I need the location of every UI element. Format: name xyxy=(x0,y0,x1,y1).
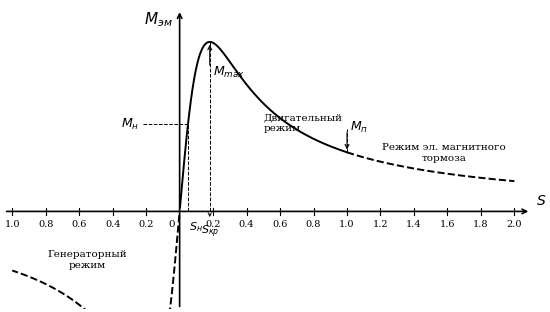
Text: Генераторный
режим: Генераторный режим xyxy=(48,250,128,271)
Text: 2.0: 2.0 xyxy=(507,220,522,229)
Text: 1.0: 1.0 xyxy=(339,220,355,229)
Text: 1.8: 1.8 xyxy=(473,220,489,229)
Text: $S_{н}$: $S_{н}$ xyxy=(189,220,203,234)
Text: 0.8: 0.8 xyxy=(306,220,321,229)
Text: $M_{эм}$: $M_{эм}$ xyxy=(144,11,173,29)
Text: 0.4: 0.4 xyxy=(105,220,120,229)
Text: Двигательный
режим: Двигательный режим xyxy=(263,113,342,134)
Text: 0.2: 0.2 xyxy=(139,220,154,229)
Text: $M_{н}$: $M_{н}$ xyxy=(122,116,140,132)
Text: 1.6: 1.6 xyxy=(439,220,455,229)
Text: 0.4: 0.4 xyxy=(239,220,254,229)
Text: $M_{п}$: $M_{п}$ xyxy=(350,120,369,135)
Text: $S$: $S$ xyxy=(536,194,547,208)
Text: $M_{max}$: $M_{max}$ xyxy=(213,65,245,80)
Text: $S_{кр}$: $S_{кр}$ xyxy=(201,223,219,240)
Text: 0: 0 xyxy=(168,220,174,229)
Text: 1.4: 1.4 xyxy=(406,220,422,229)
Text: 0.6: 0.6 xyxy=(272,220,288,229)
Text: 0.8: 0.8 xyxy=(38,220,53,229)
Text: 1.0: 1.0 xyxy=(4,220,20,229)
Text: 1.2: 1.2 xyxy=(373,220,388,229)
Text: Режим эл. магнитного
тормоза: Режим эл. магнитного тормоза xyxy=(382,143,506,163)
Text: 0.2: 0.2 xyxy=(205,220,221,229)
Text: 0.6: 0.6 xyxy=(72,220,87,229)
